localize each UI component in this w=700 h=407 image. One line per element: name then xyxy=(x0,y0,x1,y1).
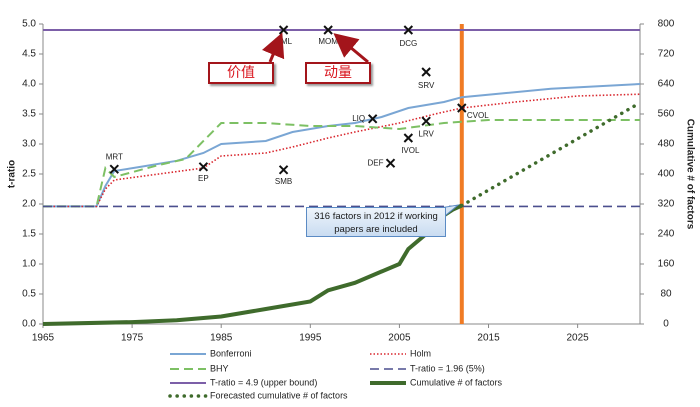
y-tick-label: 0.5 xyxy=(22,289,36,300)
legend-label: Cumulative # of factors xyxy=(410,377,503,387)
x-tick-label: 2025 xyxy=(567,333,590,344)
factor-label: SRV xyxy=(418,81,435,90)
y-tick-label: 4.0 xyxy=(22,79,36,90)
y-tick-label: 0.0 xyxy=(22,319,36,330)
y-tick-label: 2.5 xyxy=(22,169,36,180)
factor-label: LRV xyxy=(418,129,434,138)
factor-marker xyxy=(385,158,396,168)
y2-axis-label: Cumulative # of factors xyxy=(684,119,695,230)
y2-tick-label: 560 xyxy=(658,109,675,120)
y-tick-label: 4.5 xyxy=(22,49,36,60)
legend-label: Bonferroni xyxy=(210,348,252,358)
factor-marker xyxy=(403,25,414,35)
y2-tick-label: 800 xyxy=(658,19,675,30)
factor-label: LIQ xyxy=(352,114,365,123)
x-tick-label: 1975 xyxy=(121,333,144,344)
y2-tick-label: 480 xyxy=(658,139,675,150)
y-tick-label: 3.0 xyxy=(22,139,36,150)
y-tick-label: 5.0 xyxy=(22,19,36,30)
y-tick-label: 3.5 xyxy=(22,109,36,120)
y2-tick-label: 320 xyxy=(658,199,675,210)
legend-label: Forecasted cumulative # of factors xyxy=(210,390,348,400)
y-tick-label: 1.0 xyxy=(22,259,36,270)
factor-label: SMB xyxy=(275,177,292,186)
x-tick-label: 2015 xyxy=(477,333,500,344)
series-line xyxy=(460,101,642,208)
factor-marker xyxy=(403,133,414,143)
series-line xyxy=(43,119,640,208)
factor-label: DEF xyxy=(368,158,384,167)
factor-label: DCG xyxy=(399,39,417,48)
callout-box: 316 factors in 2012 if working papers ar… xyxy=(306,207,446,237)
factor-label: CVOL xyxy=(467,111,489,120)
x-tick-label: 1995 xyxy=(299,333,322,344)
y-tick-label: 1.5 xyxy=(22,229,36,240)
factor-marker xyxy=(421,116,431,126)
note-arrow xyxy=(333,33,369,64)
factor-label: MOM xyxy=(318,37,338,46)
factor-marker xyxy=(457,103,467,113)
series-line xyxy=(43,93,641,208)
factor-label: MRT xyxy=(106,152,123,161)
factor-marker xyxy=(198,162,209,172)
factor-marker xyxy=(367,114,378,124)
note-arrow xyxy=(262,32,285,63)
y2-tick-label: 0 xyxy=(663,319,669,330)
legend-label: Holm xyxy=(410,348,431,358)
x-tick-label: 1985 xyxy=(210,333,233,344)
y-tick-label: 2.0 xyxy=(22,199,36,210)
y2-tick-label: 240 xyxy=(658,229,675,240)
legend-label: T-ratio = 1.96 (5%) xyxy=(410,363,485,373)
factor-marker xyxy=(323,25,333,35)
legend-label: T-ratio = 4.9 (upper bound) xyxy=(210,377,317,387)
factor-marker xyxy=(278,165,289,175)
y2-tick-label: 720 xyxy=(658,49,675,60)
y2-tick-label: 80 xyxy=(660,289,672,300)
factor-marker xyxy=(109,164,119,174)
legend-label: BHY xyxy=(210,363,229,373)
factor-marker xyxy=(421,67,431,77)
factor-label: IVOL xyxy=(401,146,420,155)
y2-tick-label: 640 xyxy=(658,79,675,90)
y2-tick-label: 400 xyxy=(658,169,675,180)
x-tick-label: 1965 xyxy=(32,333,55,344)
note-box: 动量 xyxy=(305,62,371,84)
y2-tick-label: 160 xyxy=(658,259,675,270)
x-tick-label: 2005 xyxy=(388,333,411,344)
y-axis-label: t-ratio xyxy=(7,160,18,188)
note-box: 价值 xyxy=(208,62,274,84)
factor-label: EP xyxy=(198,174,209,183)
series-line xyxy=(43,83,641,208)
